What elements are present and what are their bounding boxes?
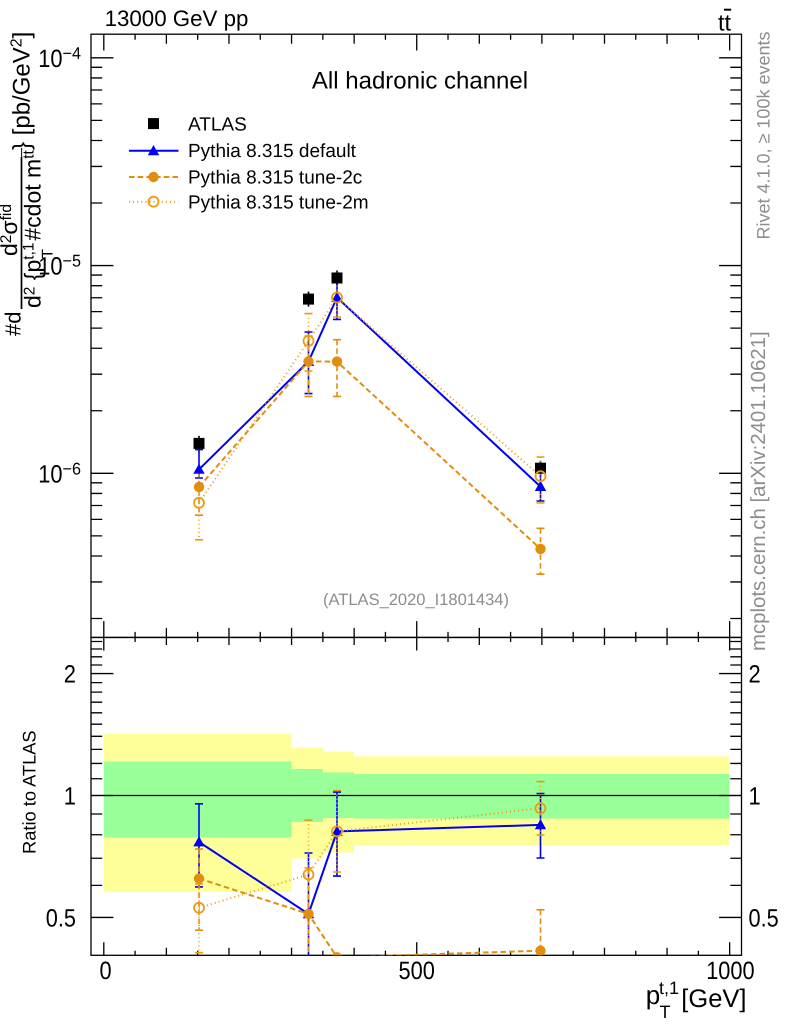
svg-text:Rivet 4.1.0, ≥ 100k events: Rivet 4.1.0, ≥ 100k events [754, 32, 774, 240]
svg-text:−5: −5 [63, 252, 82, 271]
svg-text:0.5: 0.5 [749, 904, 779, 932]
svg-text:1000: 1000 [706, 957, 754, 985]
svg-text:#d: #d [1, 312, 26, 336]
svg-text:mcplots.cern.ch [arXiv:2401.10: mcplots.cern.ch [arXiv:2401.10621] [748, 331, 770, 651]
svg-text:Pythia 8.315 tune-2c: Pythia 8.315 tune-2c [188, 168, 362, 189]
svg-text:Ratio to ATLAS: Ratio to ATLAS [19, 730, 40, 854]
svg-text:[GeV]: [GeV] [681, 985, 746, 1013]
svg-text:10: 10 [38, 45, 62, 73]
svg-text:500: 500 [399, 957, 435, 985]
svg-text:t,1: t,1 [659, 978, 679, 998]
svg-text:(ATLAS_2020_I1801434): (ATLAS_2020_I1801434) [323, 591, 509, 609]
svg-text:−6: −6 [63, 459, 82, 478]
svg-text:T: T [660, 1002, 671, 1022]
svg-text:All hadronic channel: All hadronic channel [312, 67, 528, 94]
svg-text:Pythia 8.315 tune-2m: Pythia 8.315 tune-2m [188, 192, 369, 213]
svg-text:1: 1 [64, 783, 76, 811]
svg-text:−4: −4 [63, 44, 82, 63]
svg-text:0.5: 0.5 [46, 904, 76, 932]
svg-text:10: 10 [38, 460, 62, 488]
svg-text:0: 0 [99, 957, 111, 985]
svg-text:p: p [646, 980, 660, 1010]
svg-text:} [pb/GeV2]: } [pb/GeV2] [9, 32, 36, 150]
svg-text:1: 1 [749, 783, 761, 811]
svg-text:ATLAS: ATLAS [188, 115, 247, 136]
svg-text:Pythia 8.315 default: Pythia 8.315 default [188, 141, 357, 162]
svg-text:tt: tt [718, 10, 731, 36]
svg-text:13000 GeV pp: 13000 GeV pp [105, 6, 249, 31]
svg-text:2: 2 [64, 661, 76, 689]
svg-text:2: 2 [749, 661, 761, 689]
svg-text:10: 10 [38, 253, 62, 281]
